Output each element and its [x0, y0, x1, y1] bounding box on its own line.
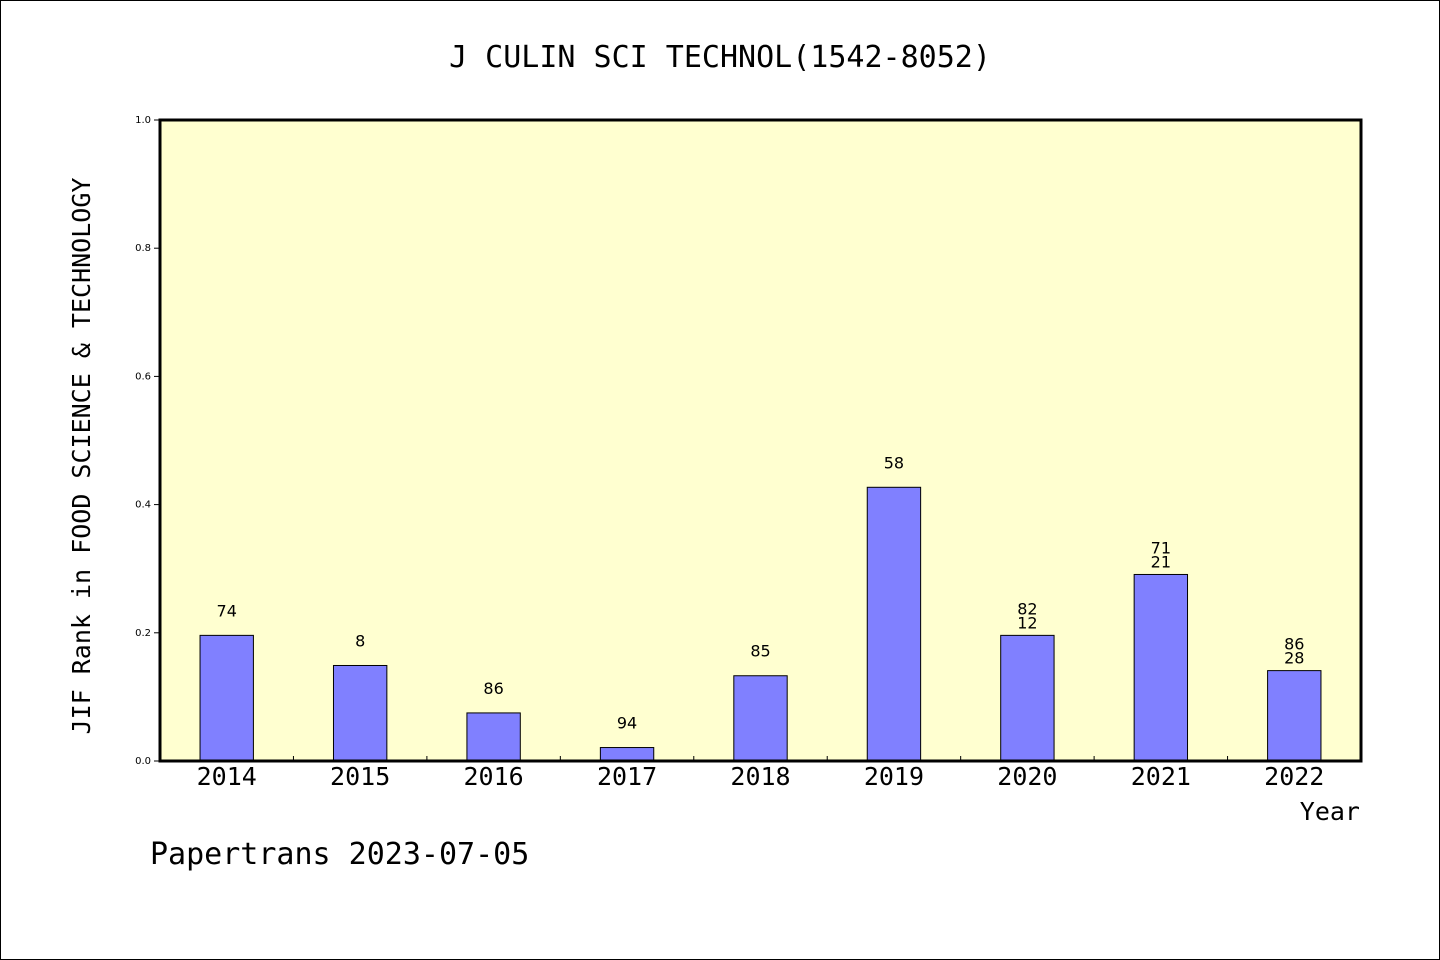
x-tick-label: 2016 [464, 762, 524, 791]
bar-2020 [1000, 634, 1055, 762]
x-tick-label: 2014 [197, 762, 257, 791]
data-label: 58 [884, 453, 904, 472]
x-tick-label: 2015 [330, 762, 390, 791]
y-tick-label: 1.0 [135, 115, 151, 126]
data-label: 74 [217, 601, 237, 620]
y-tick-label: 0.8 [135, 243, 151, 254]
y-tick-label: 0.4 [135, 500, 151, 511]
y-tick-label: 0.6 [135, 371, 151, 382]
x-axis-label: Year [1300, 797, 1360, 826]
y-tick-label: 0.0 [135, 756, 151, 767]
footer-text: Papertrans 2023-07-05 [150, 837, 529, 872]
data-label: 12 [1017, 613, 1037, 632]
x-axis: 2014 2015 2016 2017 2018 2019 2020 2021 2022 [197, 756, 1324, 791]
data-label: 71 [1151, 538, 1171, 557]
data-label: 21 [1151, 552, 1171, 571]
x-tick-label: 2019 [864, 762, 924, 791]
bars-layer [199, 486, 1322, 762]
bar-2018 [733, 675, 788, 762]
x-tick-label: 2018 [730, 762, 790, 791]
y-axis-label: JIF Rank in FOOD SCIENCE & TECHNOLOGY [67, 178, 96, 735]
bar-2022 [1267, 670, 1322, 762]
data-label: 85 [750, 642, 770, 661]
data-label: 82 [1017, 599, 1037, 618]
data-label: 86 [1284, 635, 1304, 654]
plot-border [158, 118, 1363, 763]
x-tick-label: 2017 [597, 762, 657, 791]
y-tick-label: 0.2 [135, 628, 151, 639]
chart-title: J CULIN SCI TECHNOL(1542-8052) [449, 40, 991, 75]
y-axis: 0.0 0.2 0.4 0.6 0.8 1.0 [135, 115, 160, 767]
bar-2019 [866, 486, 922, 762]
x-tick-label: 2021 [1131, 762, 1191, 791]
x-tick-label: 2022 [1264, 762, 1324, 791]
data-label: 8 [355, 631, 365, 650]
data-label: 28 [1284, 649, 1304, 668]
bar-2015 [332, 664, 388, 762]
data-label: 86 [483, 679, 503, 698]
data-label: 94 [617, 714, 637, 733]
bar-2016 [466, 712, 521, 762]
bar-2021 [1133, 573, 1189, 762]
bar-2017 [599, 747, 655, 762]
bar-2014 [199, 634, 254, 762]
x-tick-label: 2020 [997, 762, 1057, 791]
